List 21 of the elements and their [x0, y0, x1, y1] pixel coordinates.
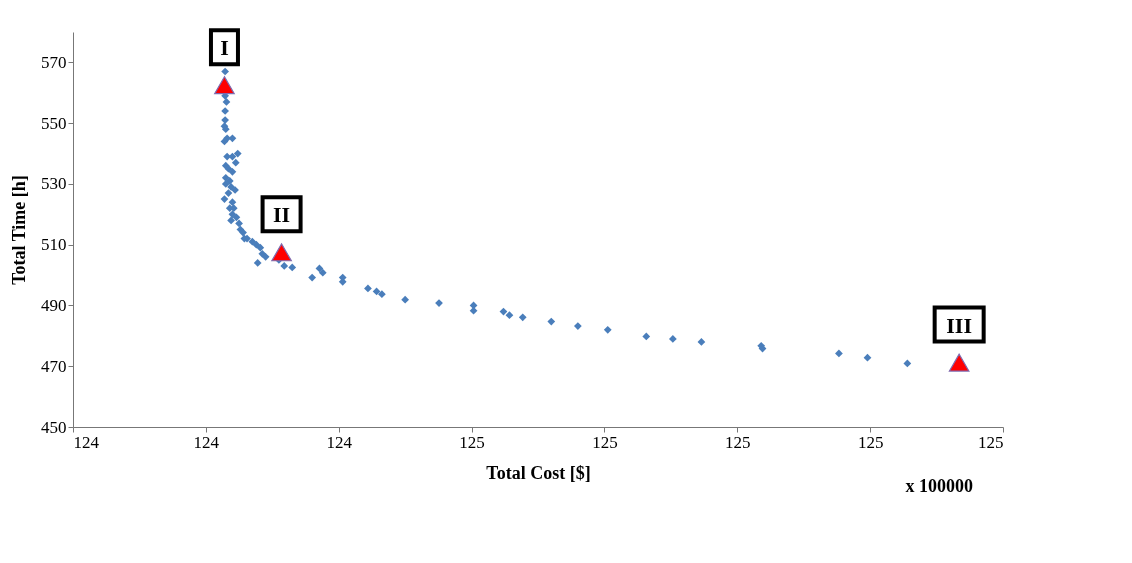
y-tick-label: 570: [41, 52, 67, 72]
x-tick-label: 124: [326, 432, 353, 452]
y-tick-label: 550: [41, 113, 67, 133]
y-tick-label: 470: [41, 356, 67, 376]
y-tick-label: 530: [41, 174, 67, 194]
x-axis-title: Total Cost [$]: [486, 462, 591, 483]
text: x 100000: [905, 476, 973, 496]
x-tick-label: 124: [193, 432, 220, 452]
annotation: I: [220, 35, 229, 61]
y-tick-label: 510: [41, 235, 67, 255]
annotation: III: [946, 312, 972, 338]
x-tick-label: 124: [73, 432, 100, 452]
x-tick-label: 125: [857, 432, 884, 452]
annotation: II: [273, 202, 291, 228]
y-tick-label: 490: [41, 295, 67, 315]
x-tick-label: 125: [725, 432, 751, 452]
y-tick-label: 450: [41, 417, 67, 437]
x-tick-label: 125: [459, 432, 485, 452]
x-tick-label: 125: [592, 432, 618, 452]
y-axis-title: Total Time [h]: [9, 175, 29, 285]
x-tick-label: 125: [978, 432, 1004, 452]
